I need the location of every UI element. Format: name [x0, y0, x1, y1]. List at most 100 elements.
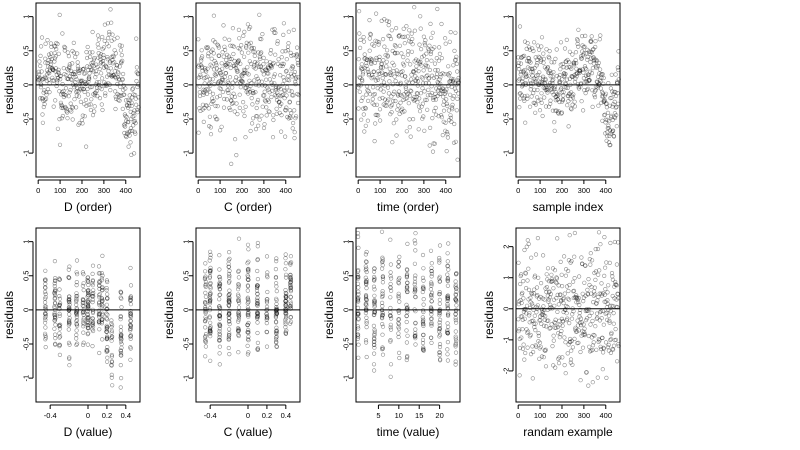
data-point — [601, 99, 607, 105]
data-point — [264, 317, 269, 322]
data-point — [432, 141, 437, 146]
data-point — [582, 326, 587, 331]
data-point — [256, 50, 261, 55]
data-point — [288, 306, 293, 311]
data-point — [445, 303, 450, 308]
data-point — [262, 98, 268, 103]
data-point — [592, 92, 597, 98]
data-point — [543, 314, 548, 319]
data-point — [283, 306, 288, 311]
data-point — [47, 71, 52, 76]
data-point — [610, 274, 615, 279]
data-point — [234, 153, 239, 158]
data-point — [409, 72, 414, 77]
data-point — [53, 98, 58, 103]
data-point — [246, 313, 251, 318]
data-point — [244, 45, 249, 50]
data-point — [602, 292, 608, 297]
data-point — [128, 322, 133, 327]
data-point — [217, 333, 222, 338]
data-point — [389, 72, 394, 78]
data-point — [259, 68, 265, 73]
data-point — [592, 270, 597, 276]
data-point — [379, 18, 384, 24]
data-point — [557, 79, 562, 85]
data-point — [77, 81, 82, 87]
data-point — [67, 316, 72, 321]
data-point — [453, 309, 459, 314]
data-point — [541, 56, 547, 62]
data-point — [374, 11, 379, 16]
data-point — [58, 73, 63, 78]
data-point — [611, 91, 616, 96]
data-point — [90, 316, 95, 321]
data-point — [49, 51, 54, 56]
data-point — [217, 313, 222, 318]
data-point — [568, 90, 574, 95]
data-point — [227, 299, 232, 304]
data-point — [538, 281, 544, 286]
data-point — [52, 259, 58, 264]
data-point — [609, 130, 615, 135]
data-point — [289, 66, 294, 71]
data-point — [207, 299, 212, 304]
data-point — [380, 316, 385, 321]
data-point — [96, 79, 102, 85]
data-point — [385, 48, 390, 53]
data-point — [43, 311, 48, 317]
data-point — [43, 285, 48, 291]
data-point — [128, 319, 133, 324]
data-point — [274, 256, 279, 261]
data-point — [52, 51, 57, 56]
data-point — [111, 72, 116, 78]
data-point — [280, 82, 285, 87]
data-point — [43, 325, 48, 330]
data-point — [580, 261, 585, 267]
data-point — [565, 351, 570, 356]
data-point — [612, 296, 617, 301]
data-point — [516, 302, 522, 307]
data-point — [523, 350, 528, 356]
data-point — [372, 299, 377, 304]
data-point — [595, 79, 600, 85]
data-point — [228, 98, 233, 103]
data-point — [236, 298, 241, 303]
x-tick-label: 0 — [36, 186, 40, 195]
data-point — [99, 319, 104, 324]
data-point — [413, 74, 418, 79]
data-point — [109, 325, 114, 330]
data-point — [57, 331, 62, 336]
data-point — [363, 252, 369, 257]
data-point — [557, 79, 563, 84]
data-point — [360, 72, 366, 77]
data-point — [70, 61, 75, 66]
data-point — [55, 78, 60, 83]
data-point — [294, 54, 299, 59]
data-point — [408, 88, 413, 93]
data-point — [543, 286, 548, 291]
data-point — [276, 99, 282, 105]
data-point — [569, 316, 575, 321]
data-point — [610, 128, 616, 134]
data-point — [575, 38, 580, 43]
data-point — [50, 65, 55, 71]
data-point — [74, 302, 79, 307]
data-point — [214, 66, 219, 71]
data-point — [553, 108, 558, 113]
data-point — [437, 243, 443, 248]
data-point — [212, 81, 217, 87]
data-point — [356, 312, 361, 317]
data-point — [219, 77, 224, 83]
data-point — [588, 251, 593, 256]
data-point — [52, 284, 57, 289]
data-point — [74, 291, 79, 296]
data-point — [396, 334, 401, 340]
data-point — [43, 268, 48, 273]
y-tick-label: 1 — [502, 15, 511, 19]
data-point — [245, 288, 250, 293]
data-point — [358, 65, 364, 70]
y-tick-label: 0 — [502, 83, 511, 87]
data-point — [415, 100, 420, 105]
data-point — [215, 42, 220, 47]
